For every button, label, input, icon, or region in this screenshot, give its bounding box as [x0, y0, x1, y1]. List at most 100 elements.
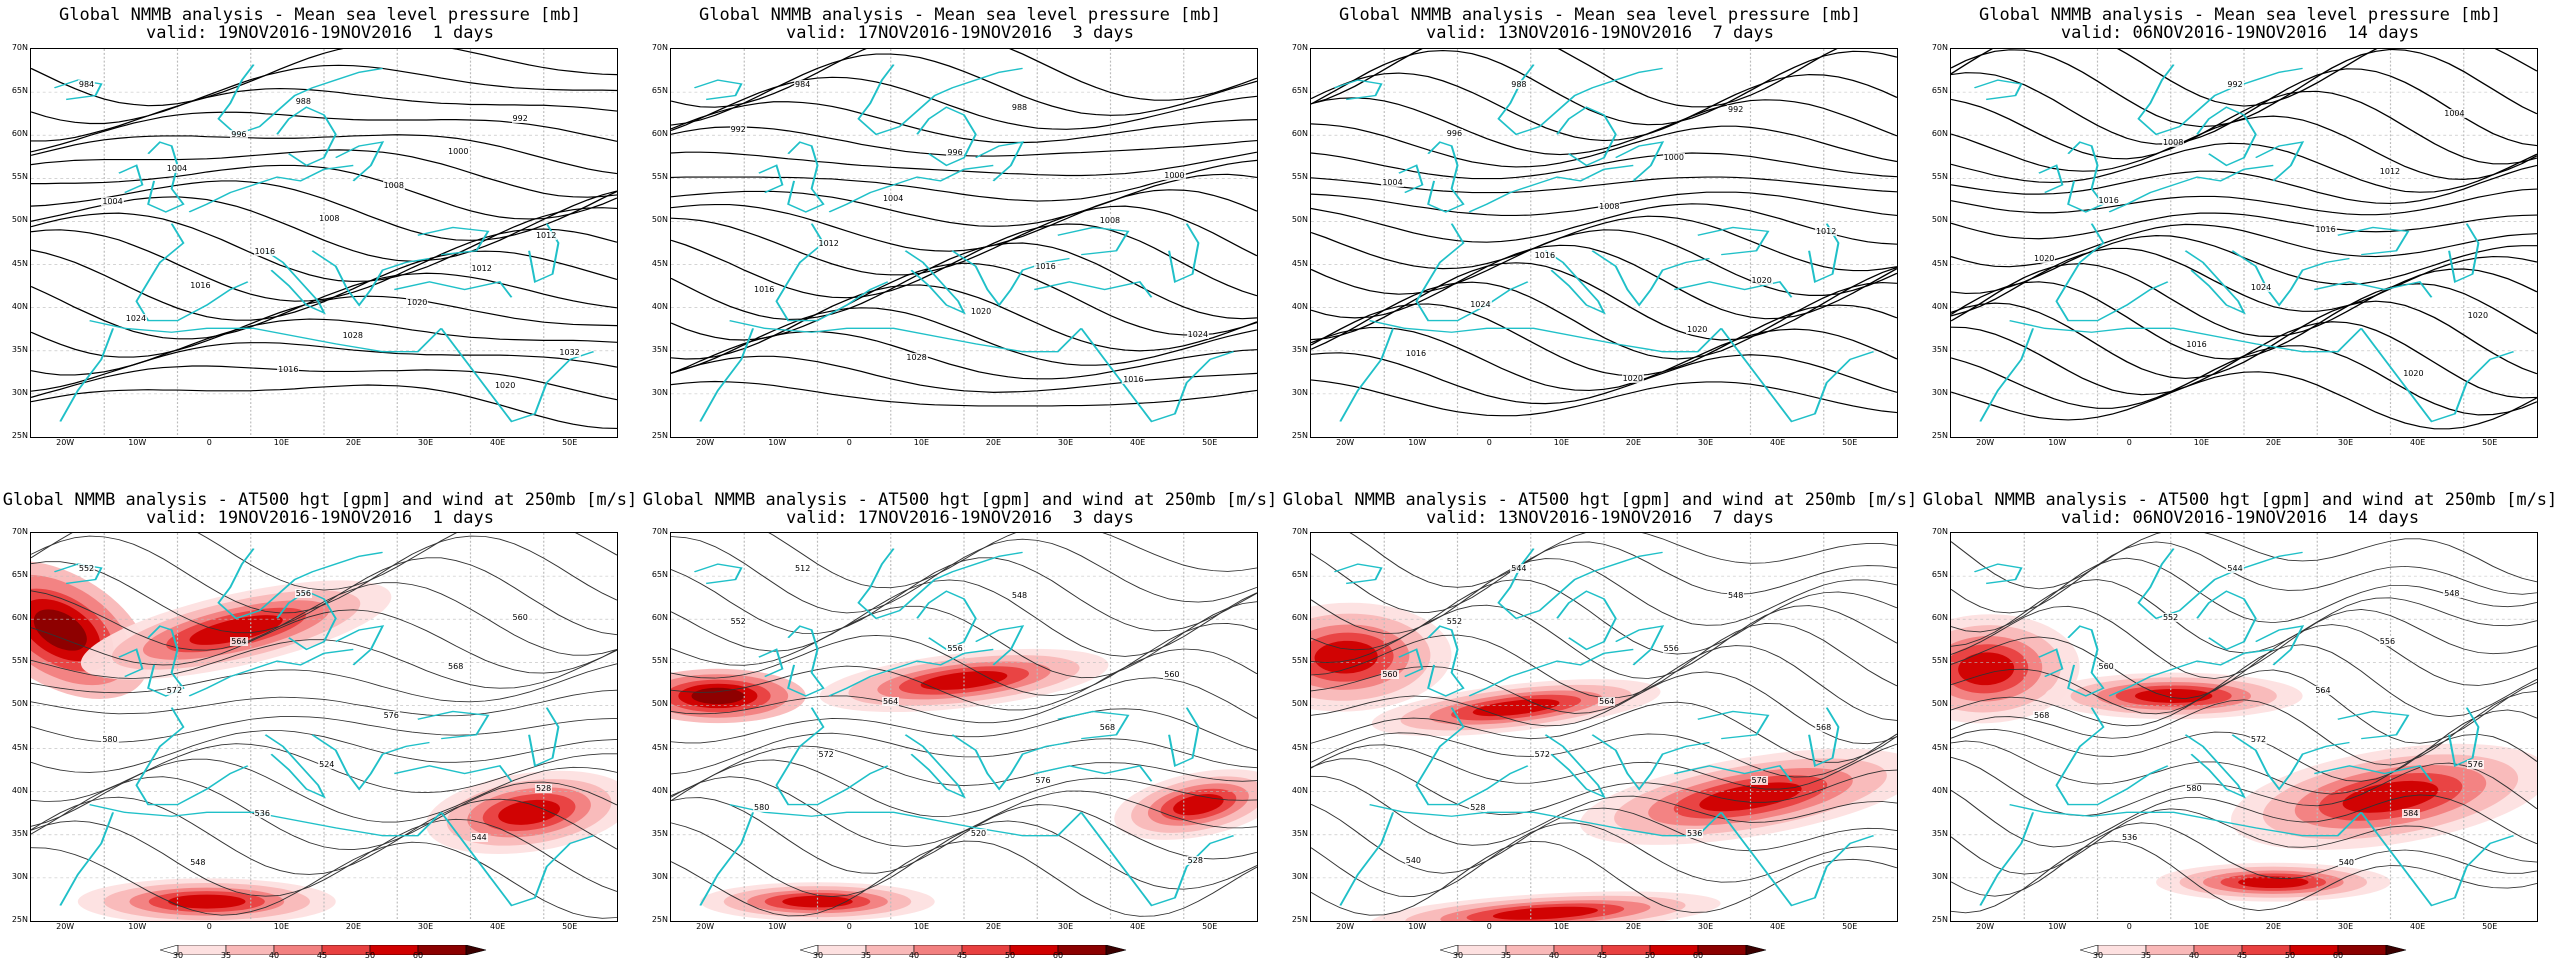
isoline [1951, 533, 2537, 590]
latitude-label: 30N [1931, 387, 1948, 397]
contour-label: 544 [470, 833, 488, 843]
panel-subtitle: valid: 13NOV2016-19NOV2016 7 days [1426, 508, 1774, 528]
latitude-label: 60N [1291, 129, 1308, 139]
latitude-label: 50N [1931, 699, 1948, 709]
latitude-label: 65N [11, 86, 28, 96]
longitude-label: 20E [2265, 438, 2282, 447]
latitude-label: 25N [1931, 431, 1948, 440]
contour-label: 556 [294, 588, 312, 598]
longitude-label: 20W [1336, 922, 1355, 931]
coastline [916, 590, 977, 651]
contour-label: 540 [1404, 855, 1423, 865]
longitude-label: 0 [206, 922, 212, 931]
isoline [671, 557, 1257, 634]
contour-label: 1004 [881, 193, 905, 203]
coastline [1720, 328, 1875, 423]
coastline [1979, 328, 2035, 422]
colorbar-tick-label: 60 [1692, 951, 1704, 960]
contour-label: 536 [1686, 829, 1704, 839]
isoline [31, 295, 617, 358]
map-plot-area: 552 556 560 564 568 572 576 580 524 528 536 544 548 [30, 532, 618, 922]
coastline [1497, 548, 1663, 620]
longitude-label: 10W [768, 922, 787, 931]
latitude-label: 25N [1931, 915, 1948, 924]
longitude-label: 10E [2193, 438, 2209, 447]
isoline [1951, 605, 2537, 679]
isoline [1311, 281, 1897, 360]
coastline [775, 223, 889, 322]
coastline [2055, 707, 2169, 806]
longitude-label: 20W [56, 438, 75, 447]
isoline [1951, 247, 2537, 317]
coastline [787, 625, 825, 697]
isoline [31, 180, 617, 241]
isoline [671, 745, 1257, 797]
isoline [1311, 215, 1897, 272]
latitude-label: 35N [651, 344, 668, 354]
isoline [671, 732, 1257, 775]
isoline [1311, 822, 1897, 897]
isoline [1311, 743, 1897, 790]
isoline [1951, 188, 2537, 216]
latitude-label: 25N [11, 431, 28, 440]
longitude-label: 50E [1842, 922, 1858, 931]
isoline [1951, 756, 2537, 817]
contour-label: 572 [165, 686, 184, 696]
isoline [671, 820, 1257, 897]
isoline [31, 535, 617, 614]
contour-label: 1000 [1163, 170, 1186, 180]
isoline [1311, 72, 1897, 142]
coastline [1057, 226, 1130, 256]
coastline [2067, 141, 2105, 213]
isoline [671, 622, 1257, 697]
colorbar-tick-label: 30 [2092, 951, 2104, 960]
coastline [2231, 250, 2350, 307]
latitude-label: 35N [651, 828, 668, 838]
contour-label: 1020 [1686, 324, 1709, 334]
isoline [671, 49, 1257, 108]
latitude-label: 40N [1931, 785, 1948, 795]
coastline [1556, 106, 1617, 167]
latitude-label: 50N [11, 215, 28, 225]
latitude-label: 60N [1931, 613, 1948, 623]
contour-label: 1016 [753, 284, 776, 294]
longitude-label: 30E [2337, 922, 2354, 931]
isoline [1951, 733, 2537, 795]
contour-label: 996 [1445, 128, 1464, 138]
longitude-label: 20W [1336, 438, 1355, 447]
coastline [2313, 280, 2433, 298]
contour-label: 584 [2402, 808, 2420, 818]
latitude-label: 30N [1291, 871, 1308, 881]
coastline [2360, 812, 2515, 907]
isoline [31, 87, 617, 142]
wind-speed-shading [1114, 769, 1257, 840]
latitude-label: 65N [11, 570, 28, 580]
latitude-label: 50N [11, 699, 28, 709]
coastline [217, 548, 383, 620]
contour-label: 1024 [1469, 300, 1492, 310]
coastline [2184, 250, 2246, 315]
coastline [916, 106, 977, 167]
isoline [1951, 212, 2537, 240]
contour-label: 992 [729, 125, 747, 135]
isoline [1951, 49, 2537, 128]
contour-label: 1008 [382, 180, 405, 190]
contour-label: 1000 [1662, 153, 1685, 163]
isoline [1311, 352, 1897, 405]
coastline [1808, 223, 1840, 283]
coastline [857, 64, 1023, 136]
coastline [2009, 319, 2363, 353]
contour-label: 1020 [2402, 369, 2425, 379]
coastline [276, 106, 337, 167]
isoline [671, 330, 1257, 380]
wind-speed-shading [700, 882, 935, 921]
coastline [951, 734, 1070, 791]
coastline [729, 803, 1083, 837]
wind-speed-shading [2044, 672, 2303, 720]
map-svg [671, 533, 1257, 921]
map-svg [1951, 49, 2537, 437]
wind-speed-shading [1370, 891, 1721, 921]
map-svg [1951, 533, 2537, 921]
contour-label: 556 [2378, 637, 2397, 647]
isoline [671, 101, 1257, 144]
